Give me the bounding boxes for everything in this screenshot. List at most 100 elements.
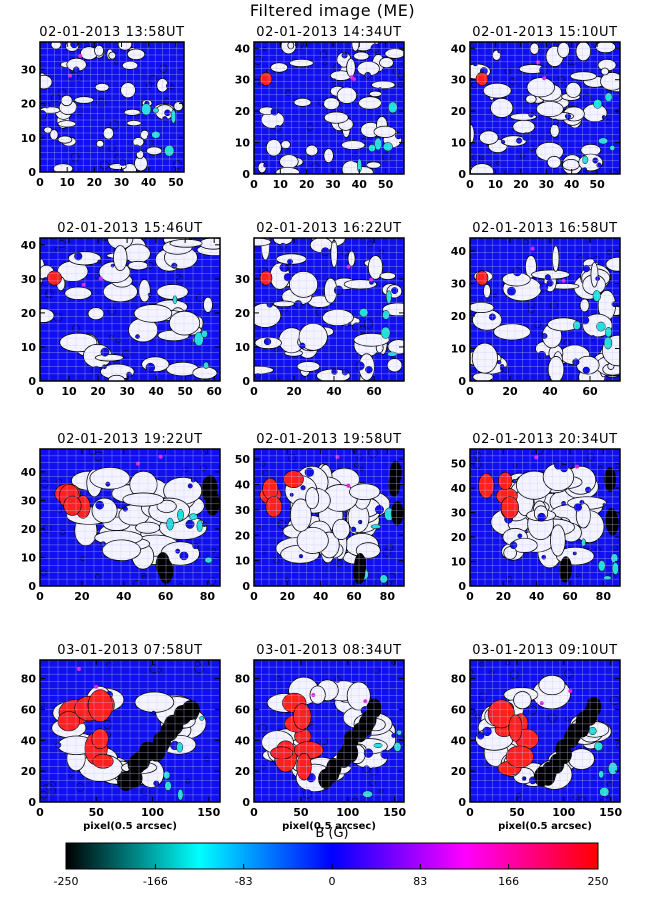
field-speck bbox=[114, 154, 120, 160]
plage-region bbox=[289, 498, 312, 532]
cyan-patch bbox=[604, 326, 613, 338]
x-tick-label: 0 bbox=[250, 385, 258, 398]
field-speck bbox=[602, 502, 607, 507]
x-tick-label: 50 bbox=[378, 178, 394, 191]
panel-title: 03-01-2013 07:58UT bbox=[57, 643, 202, 658]
field-speck bbox=[41, 480, 49, 488]
y-tick-label: 40 bbox=[451, 245, 467, 258]
y-tick-label: 40 bbox=[235, 479, 251, 492]
plage-region bbox=[578, 153, 604, 172]
plage-region bbox=[305, 144, 319, 157]
field-speck bbox=[497, 360, 502, 365]
plage-region bbox=[323, 148, 334, 163]
field-speck bbox=[397, 82, 404, 88]
cyan-patch bbox=[599, 787, 610, 797]
field-speck bbox=[496, 161, 501, 166]
field-speck bbox=[528, 144, 535, 152]
y-tick-label: 40 bbox=[21, 466, 37, 479]
cyan-patch bbox=[573, 320, 581, 330]
cyan-patch bbox=[612, 562, 619, 575]
x-tick-label: 40 bbox=[529, 590, 545, 603]
cyan-patch bbox=[581, 538, 586, 547]
cyan-patch bbox=[176, 742, 184, 753]
colorbar-tick-label: -166 bbox=[143, 875, 168, 888]
plage-region bbox=[343, 279, 378, 290]
field-speck bbox=[93, 451, 104, 462]
field-speck bbox=[171, 262, 178, 269]
plot-frame bbox=[469, 659, 621, 803]
magenta-speck bbox=[335, 455, 340, 460]
positive-polarity-patch bbox=[498, 471, 513, 491]
field-speck bbox=[322, 61, 327, 66]
field-speck bbox=[334, 676, 341, 683]
field-speck bbox=[142, 575, 146, 580]
magenta-speck bbox=[536, 60, 541, 65]
magenta-speck bbox=[135, 461, 140, 466]
magenta-speck bbox=[530, 246, 535, 251]
cyan-patch bbox=[603, 575, 612, 581]
positive-polarity-patch bbox=[91, 728, 109, 750]
magenta-speck bbox=[369, 277, 374, 282]
field-speck bbox=[380, 749, 390, 759]
y-tick-label: 30 bbox=[451, 278, 467, 291]
field-speck bbox=[521, 132, 531, 141]
field-speck bbox=[516, 793, 521, 798]
field-speck bbox=[108, 145, 116, 153]
y-tick-label: 0 bbox=[28, 166, 36, 179]
field-speck bbox=[164, 109, 171, 117]
y-tick-label: 40 bbox=[451, 482, 467, 495]
positive-polarity-patch bbox=[270, 746, 294, 760]
plage-region bbox=[123, 108, 141, 116]
magenta-speck bbox=[349, 75, 354, 80]
field-speck bbox=[359, 467, 364, 471]
field-speck bbox=[379, 249, 384, 254]
plage-region bbox=[525, 94, 537, 104]
colorbar-tick-label: 0 bbox=[329, 875, 336, 888]
field-speck bbox=[270, 107, 279, 116]
plage-region bbox=[287, 42, 295, 50]
cyan-patch bbox=[598, 560, 606, 572]
field-speck bbox=[575, 573, 580, 578]
field-speck bbox=[175, 548, 181, 554]
field-speck bbox=[482, 726, 492, 737]
plot-frame bbox=[39, 659, 221, 803]
field-speck bbox=[614, 467, 619, 472]
x-tick-label: 50 bbox=[509, 806, 525, 819]
field-speck bbox=[497, 49, 502, 54]
panel-title: 02-01-2013 20:34UT bbox=[472, 432, 617, 447]
field-speck bbox=[480, 156, 485, 161]
field-speck bbox=[541, 554, 547, 560]
x-tick-label: 100 bbox=[552, 806, 575, 819]
field-speck bbox=[539, 282, 549, 292]
field-speck bbox=[263, 337, 272, 346]
field-speck bbox=[582, 167, 588, 172]
plage-region bbox=[569, 71, 597, 81]
y-tick-label: 20 bbox=[235, 307, 251, 320]
field-speck bbox=[333, 285, 344, 295]
panel-1: 02-01-2013 13:58UT 0 10 20 30 40 50 0 10 20 30 bbox=[21, 25, 185, 189]
x-tick-label: 60 bbox=[158, 590, 174, 603]
plage-region bbox=[146, 146, 163, 156]
panel-title: 03-01-2013 09:10UT bbox=[472, 643, 617, 658]
field-speck bbox=[57, 239, 66, 248]
plage-region bbox=[141, 356, 170, 373]
x-tick-label: 50 bbox=[168, 176, 184, 189]
field-speck bbox=[470, 708, 475, 715]
field-speck bbox=[350, 153, 360, 163]
field-speck bbox=[74, 252, 83, 261]
plage-region bbox=[321, 308, 354, 327]
plage-region bbox=[493, 323, 531, 341]
plage-region bbox=[64, 286, 93, 300]
plage-region bbox=[134, 691, 175, 713]
positive-polarity-patch bbox=[283, 470, 304, 489]
field-speck bbox=[564, 669, 574, 679]
cyan-patch bbox=[151, 131, 161, 139]
field-speck bbox=[95, 573, 101, 580]
x-tick-label: 50 bbox=[89, 806, 105, 819]
field-speck bbox=[382, 548, 391, 557]
plage-region bbox=[156, 284, 189, 300]
plage-region bbox=[562, 159, 580, 171]
negative-polarity-patch bbox=[606, 510, 619, 536]
y-tick-label: 10 bbox=[451, 343, 467, 356]
field-speck bbox=[260, 765, 266, 770]
